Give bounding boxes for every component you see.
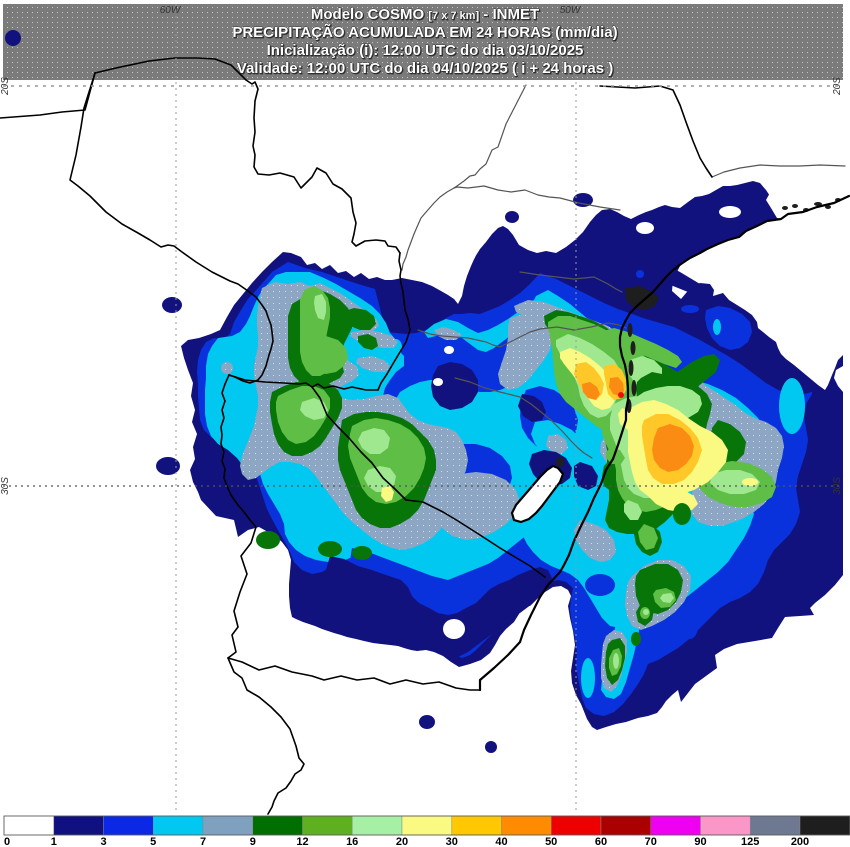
svg-text:Inicialização (i): 12:00 UTC d: Inicialização (i): 12:00 UTC do dia 03/1… <box>267 42 584 59</box>
svg-text:PRECIPITAÇÃO ACUMULADA EM 24 H: PRECIPITAÇÃO ACUMULADA EM 24 HORAS (mm/d… <box>232 23 617 41</box>
svg-text:20S: 20S <box>832 77 843 96</box>
svg-text:7: 7 <box>200 836 206 847</box>
svg-text:60W: 60W <box>160 5 182 16</box>
svg-text:30S: 30S <box>0 477 11 495</box>
svg-text:Modelo COSMO [7 x 7 km] - INME: Modelo COSMO [7 x 7 km] - INMET <box>311 6 539 23</box>
svg-text:50W: 50W <box>560 5 582 16</box>
svg-text:90: 90 <box>694 836 706 847</box>
svg-text:125: 125 <box>741 836 759 847</box>
svg-text:30: 30 <box>446 836 458 847</box>
svg-text:50: 50 <box>545 836 557 847</box>
svg-text:20S: 20S <box>0 77 11 96</box>
svg-text:5: 5 <box>150 836 156 847</box>
svg-text:0: 0 <box>4 836 10 847</box>
svg-text:1: 1 <box>51 836 57 847</box>
svg-text:200: 200 <box>791 836 809 847</box>
svg-text:70: 70 <box>645 836 657 847</box>
svg-text:Validade: 12:00 UTC do dia 04/: Validade: 12:00 UTC do dia 04/10/2025 ( … <box>237 60 613 77</box>
svg-text:9: 9 <box>250 836 256 847</box>
svg-text:30S: 30S <box>832 477 843 495</box>
svg-text:60: 60 <box>595 836 607 847</box>
svg-text:12: 12 <box>296 836 308 847</box>
svg-text:20: 20 <box>396 836 408 847</box>
svg-text:3: 3 <box>100 836 106 847</box>
svg-text:16: 16 <box>346 836 358 847</box>
svg-text:40: 40 <box>495 836 507 847</box>
